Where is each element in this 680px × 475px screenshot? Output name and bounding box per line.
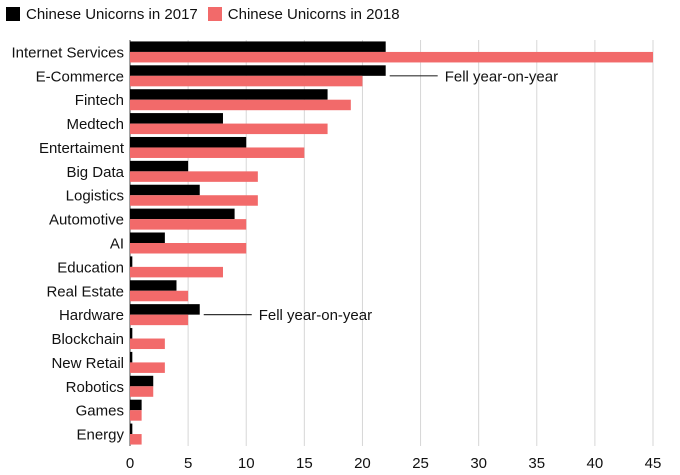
bar-2017-ai — [130, 232, 165, 243]
legend-item-2018: Chinese Unicorns in 2018 — [207, 5, 400, 23]
x-tick-label-0: 0 — [126, 455, 134, 472]
x-tick-label-10: 10 — [238, 455, 255, 472]
category-labels: Internet Services E-Commerce Fintech Medtec… — [11, 44, 124, 443]
bar-2018-big-data — [130, 171, 258, 182]
annotations: Fell year-on-year Fell year-on-year — [203, 68, 558, 324]
x-tick-label-20: 20 — [354, 455, 371, 472]
annotation-text-1: Fell year-on-year — [445, 68, 558, 85]
bar-2017-real-estate — [130, 280, 177, 291]
bar-2017-blockchain — [130, 328, 133, 339]
category-label-energy: Energy — [76, 427, 124, 444]
bar-2018-real-estate — [130, 290, 189, 302]
annotation-text-2: Fell year-on-year — [259, 307, 372, 324]
x-tick-label-35: 35 — [528, 455, 545, 472]
bar-2017-entertaiment — [130, 136, 247, 148]
bar-2018-entertaiment — [130, 147, 305, 158]
bar-2017-fintech — [130, 89, 328, 100]
bar-2017-automotive — [130, 208, 235, 220]
bar-2017-robotics — [130, 375, 154, 387]
category-label-entertaiment: Entertaiment — [39, 140, 125, 157]
category-label-automotive: Automotive — [49, 212, 124, 229]
category-label-new-retail: New Retail — [51, 355, 124, 372]
category-label-robotics: Robotics — [66, 379, 124, 396]
category-label-logistics: Logistics — [66, 188, 124, 205]
category-label-blockchain: Blockchain — [51, 331, 124, 348]
bar-2017-medtech — [130, 113, 223, 124]
bar-2018-ai — [130, 243, 247, 254]
category-label-fintech: Fintech — [75, 92, 124, 109]
x-tick-label-15: 15 — [296, 455, 313, 472]
bar-2018-automotive — [130, 219, 247, 230]
bar-2018-internet-services — [130, 51, 653, 63]
x-tick-label-30: 30 — [470, 455, 487, 472]
bar-2017-games — [130, 399, 142, 411]
legend-label-2017: Chinese Unicorns in 2017 — [26, 5, 198, 23]
category-label-games: Games — [76, 403, 124, 420]
bar-2018-blockchain — [130, 338, 165, 350]
bar-2018-logistics — [130, 195, 258, 206]
legend-swatch-2017 — [6, 7, 20, 21]
bar-2017-energy — [130, 423, 133, 435]
bar-2017-new-retail — [130, 351, 133, 363]
bar-2018-education — [130, 266, 223, 278]
category-label-hardware: Hardware — [59, 307, 124, 324]
bar-2018-new-retail — [130, 362, 165, 373]
bars — [130, 41, 653, 445]
category-label-medtech: Medtech — [66, 116, 124, 133]
bar-2018-medtech — [130, 123, 328, 135]
bar-2018-hardware — [130, 314, 189, 326]
x-tick-label-5: 5 — [184, 455, 192, 472]
x-tick-label-45: 45 — [645, 455, 662, 472]
bar-2017-e-commerce — [130, 65, 386, 76]
bar-2017-hardware — [130, 304, 200, 315]
bar-2018-energy — [130, 434, 142, 445]
category-label-education: Education — [57, 259, 124, 276]
legend: Chinese Unicorns in 2017 Chinese Unicorn… — [6, 4, 410, 24]
legend-label-2018: Chinese Unicorns in 2018 — [227, 5, 400, 23]
bar-2017-big-data — [130, 160, 189, 172]
category-label-real-estate: Real Estate — [46, 283, 124, 300]
x-tick-label-40: 40 — [587, 455, 604, 472]
category-label-e-commerce: E-Commerce — [36, 68, 124, 85]
legend-swatch-2018 — [207, 7, 222, 21]
category-label-big-data: Big Data — [66, 164, 124, 181]
category-label-internet-services: Internet Services — [11, 44, 124, 61]
bar-2017-logistics — [130, 184, 200, 196]
category-label-ai: AI — [110, 236, 124, 253]
x-tick-labels: 0 5 10 15 20 25 30 35 40 45 — [126, 455, 662, 472]
legend-item-2017: Chinese Unicorns in 2017 — [6, 6, 198, 23]
bar-2017-internet-services — [130, 41, 386, 52]
bar-2018-robotics — [130, 386, 154, 397]
bar-2018-fintech — [130, 99, 351, 111]
x-tick-label-25: 25 — [412, 455, 429, 472]
bar-2017-education — [130, 256, 133, 267]
bar-2018-e-commerce — [130, 75, 363, 87]
bar-2018-games — [130, 410, 142, 421]
